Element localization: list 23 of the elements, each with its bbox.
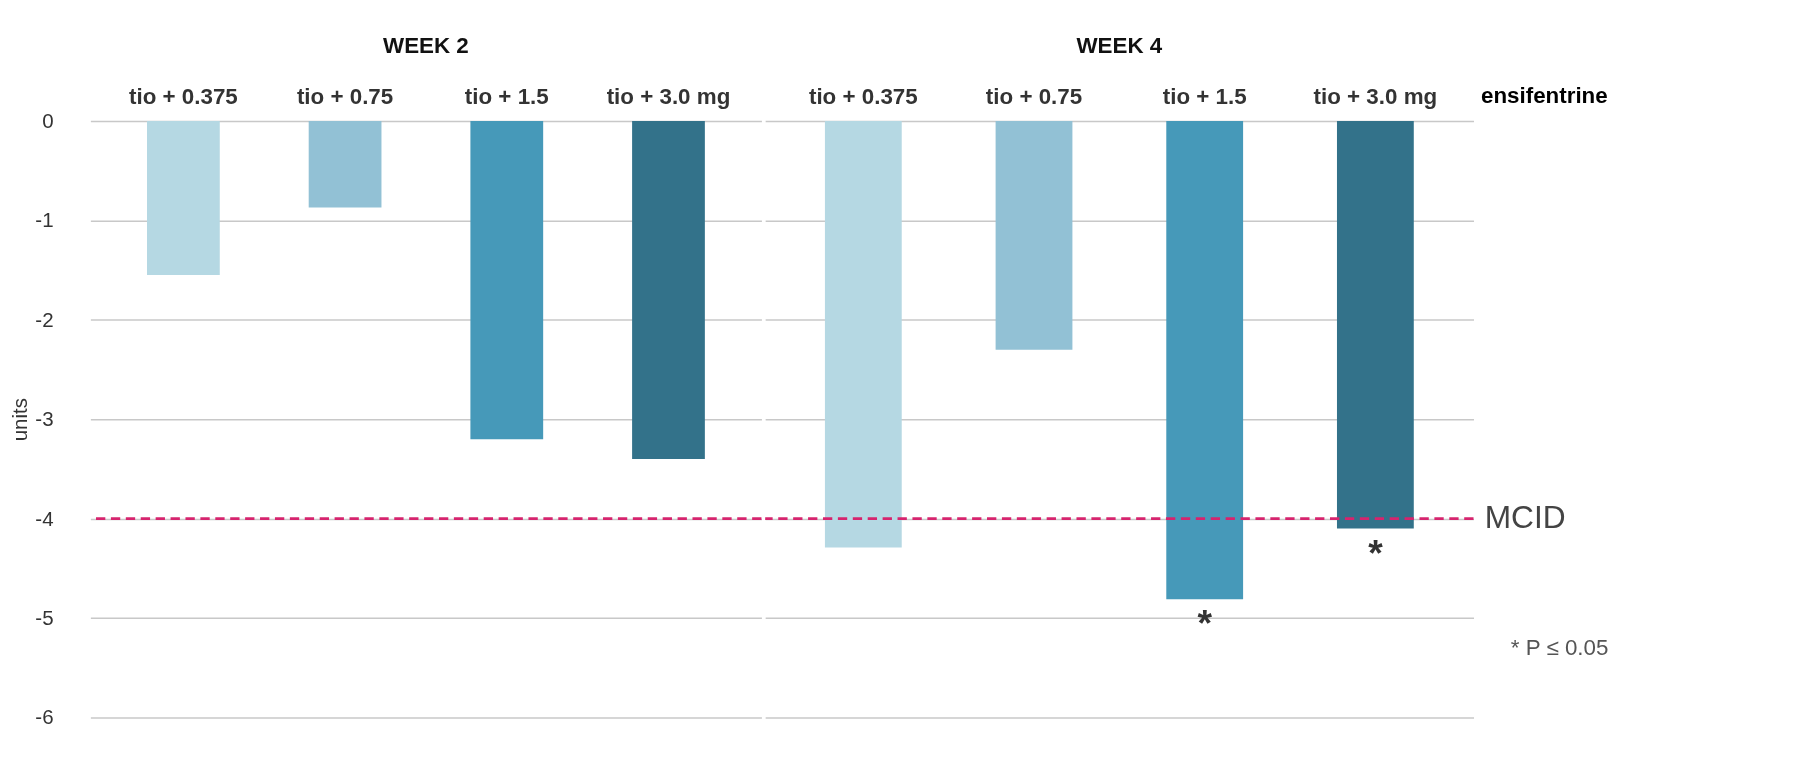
annotation: *: [1197, 602, 1213, 645]
x-tick-label: tio + 0.375: [129, 83, 238, 109]
ref-line-label: MCID: [1484, 498, 1566, 535]
x-tick-label: tio + 3.0 mg: [1313, 83, 1438, 109]
y-tick-label: -6: [35, 705, 54, 729]
y-tick-label: -1: [35, 208, 54, 232]
x-tick-label: tio + 3.0 mg: [606, 83, 731, 109]
text: * P ≤ 0.05: [1510, 635, 1609, 661]
chart-title: WEEK 4: [1076, 32, 1163, 58]
x-tick-label: tio + 1.5: [464, 83, 549, 109]
y-tick-label: -4: [35, 506, 54, 530]
x-tick-label: tio + 1.5: [1162, 83, 1247, 109]
y-axis-title: units: [7, 398, 31, 442]
y-tick-label: -2: [35, 307, 54, 331]
x-tick-label: tio + 0.75: [985, 83, 1083, 109]
x-tick-label: tio + 0.375: [808, 83, 918, 109]
chart-title: WEEK 2: [383, 32, 469, 58]
y-tick-label: 0: [42, 108, 54, 132]
annotation: *: [1368, 531, 1384, 574]
y-tick-label: -3: [35, 407, 54, 431]
text: ensifentrine: [1480, 83, 1608, 109]
x-tick-label: tio + 0.75: [296, 83, 394, 109]
y-tick-label: -5: [35, 606, 54, 630]
